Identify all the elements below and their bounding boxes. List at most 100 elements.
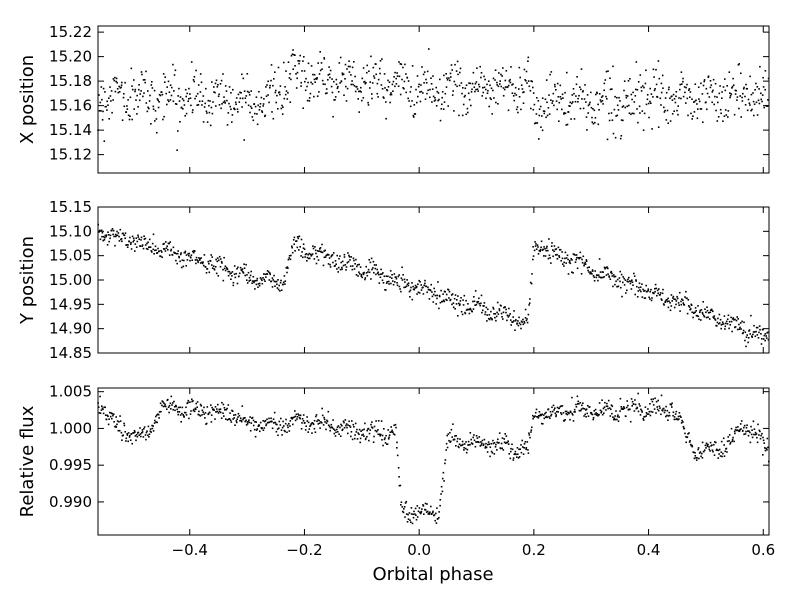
data-point [564, 419, 566, 421]
data-point [373, 425, 376, 428]
data-point [758, 429, 761, 432]
data-point [202, 411, 204, 413]
data-point [161, 400, 164, 402]
data-point [620, 273, 623, 276]
data-point [660, 298, 663, 300]
data-point [332, 428, 335, 430]
data-point [293, 243, 295, 245]
data-point [649, 100, 651, 103]
data-point [695, 310, 697, 312]
data-point [611, 412, 613, 415]
data-point [487, 441, 490, 443]
data-point [468, 444, 470, 446]
data-point [410, 86, 412, 88]
data-point [690, 112, 692, 115]
data-point [447, 433, 450, 435]
data-point [240, 92, 242, 94]
data-point [108, 97, 110, 99]
data-point [522, 102, 525, 104]
data-point [758, 434, 760, 436]
data-point [350, 431, 353, 433]
data-point [237, 111, 239, 113]
data-point [416, 516, 419, 518]
data-point [469, 82, 472, 85]
data-point [157, 413, 159, 415]
data-point [552, 100, 554, 102]
data-point [698, 318, 700, 321]
data-point [323, 250, 325, 252]
data-point [290, 416, 293, 419]
data-point [502, 311, 505, 314]
data-point [228, 418, 231, 420]
data-point [766, 331, 768, 334]
data-point [635, 407, 638, 410]
data-point [268, 417, 270, 420]
data-point [409, 289, 412, 292]
data-point [608, 276, 611, 278]
data-point [271, 420, 273, 423]
data-point [659, 97, 662, 100]
data-point [297, 237, 300, 240]
data-point [672, 297, 674, 299]
data-point [378, 282, 381, 284]
data-point [460, 82, 463, 84]
data-point [189, 413, 192, 415]
data-point [462, 103, 465, 106]
data-point [767, 331, 769, 334]
data-point [348, 60, 350, 62]
data-point [270, 79, 272, 82]
data-point [230, 278, 232, 280]
data-point [713, 315, 716, 317]
data-point [191, 398, 193, 401]
data-point [164, 405, 166, 407]
data-point [408, 290, 411, 293]
data-point [203, 264, 205, 267]
data-point [135, 439, 137, 442]
data-point [490, 442, 492, 445]
data-point [343, 426, 346, 429]
data-point [620, 119, 623, 121]
data-point [710, 84, 713, 86]
data-point [515, 319, 517, 321]
data-point [328, 66, 330, 68]
data-point [445, 86, 448, 88]
data-point [298, 414, 300, 416]
data-point [157, 99, 159, 102]
data-point [355, 274, 358, 276]
data-point [616, 278, 619, 281]
data-point [731, 85, 734, 88]
data-point [290, 254, 292, 257]
data-point [685, 441, 687, 444]
data-point [237, 412, 240, 415]
data-point [333, 432, 336, 435]
data-point [575, 403, 577, 406]
data-point [131, 85, 133, 87]
data-point [581, 91, 584, 93]
data-point [335, 263, 337, 265]
data-point [524, 441, 527, 443]
data-point [140, 90, 142, 92]
data-point [218, 410, 221, 413]
data-point [464, 94, 466, 97]
data-point [586, 94, 589, 96]
data-point [254, 112, 256, 115]
data-point [579, 107, 582, 110]
data-point [331, 426, 333, 428]
x-axis-label: Orbital phase [372, 564, 493, 585]
data-point [258, 284, 261, 287]
data-point [580, 408, 583, 410]
data-point [675, 91, 678, 93]
data-point [506, 319, 508, 322]
data-point [511, 92, 514, 94]
data-point [619, 137, 622, 140]
data-point [277, 108, 279, 110]
data-point [278, 91, 281, 93]
data-point [344, 63, 347, 66]
data-point [129, 96, 132, 99]
data-point [643, 112, 646, 115]
data-point [609, 77, 611, 79]
data-point [684, 91, 686, 94]
data-point [389, 431, 392, 433]
data-point [142, 95, 144, 98]
data-point [665, 91, 668, 94]
